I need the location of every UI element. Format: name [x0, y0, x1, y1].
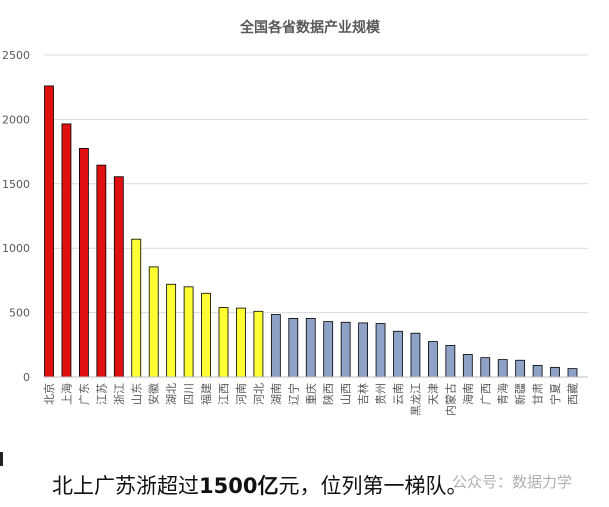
x-tick-label: 江苏 [95, 383, 108, 405]
bar [340, 321, 351, 378]
bar [131, 238, 142, 378]
x-tick-label: 海南 [461, 383, 475, 405]
bar [462, 354, 473, 378]
x-tick-label: 青海 [496, 383, 510, 405]
bar [288, 317, 299, 378]
y-tick-label: 2500 [2, 49, 30, 62]
bar [567, 368, 578, 378]
caption-bold: 1500亿 [199, 474, 279, 498]
x-tick-label: 黑龙江 [409, 383, 422, 416]
left-marker [0, 452, 3, 466]
x-tick-label: 山西 [340, 383, 353, 405]
chart-title: 全国各省数据产业规模 [239, 19, 381, 36]
bar [218, 307, 229, 378]
y-tick-label: 1000 [2, 242, 30, 255]
x-tick-label: 重庆 [304, 383, 318, 405]
x-tick-label: 吉林 [356, 383, 370, 405]
x-tick-label: 云南 [392, 383, 405, 405]
x-tick-label: 湖南 [270, 383, 283, 405]
x-axis: 北京 上海 广东 江苏 浙江 山东 安徽 湖北 四川 福建 江西 河南 河北 湖南 辽宁 重庆 陕西 山西 吉林 贵州… [42, 383, 580, 416]
x-tick-label: 广东 [78, 383, 91, 405]
bar [480, 357, 491, 378]
bar [532, 365, 543, 378]
watermark: 公众号：数据力学 [452, 473, 573, 491]
bar [497, 359, 508, 378]
x-tick-label: 北京 [42, 383, 56, 405]
y-axis: 0 500 1000 1500 2000 2500 [2, 49, 30, 384]
y-tick-label: 2000 [2, 113, 30, 126]
bar [270, 314, 281, 378]
x-tick-label: 浙江 [113, 383, 126, 405]
caption: 北上广苏浙超过1500亿元，位列第一梯队。 [52, 470, 467, 500]
x-tick-label: 广西 [479, 383, 492, 405]
bar [393, 330, 403, 378]
bar [166, 283, 177, 378]
x-tick-label: 内蒙古 [443, 383, 457, 416]
x-tick-label: 贵州 [375, 383, 388, 405]
bars [44, 85, 578, 378]
bar [113, 176, 124, 378]
x-tick-label: 西藏 [567, 383, 580, 405]
x-tick-label: 河北 [252, 383, 265, 405]
bar [96, 164, 107, 378]
bar [61, 123, 72, 378]
x-tick-label: 四川 [183, 383, 196, 405]
bar [44, 85, 54, 378]
caption-after: 元，位列第一梯队。 [278, 474, 468, 498]
x-tick-label: 江西 [218, 383, 231, 405]
bar [79, 147, 89, 378]
bar [445, 345, 456, 378]
y-tick-label: 1500 [2, 178, 30, 191]
x-tick-label: 山东 [130, 383, 143, 405]
x-tick-label: 新疆 [513, 383, 527, 405]
bar [183, 286, 194, 378]
x-tick-label: 福建 [199, 383, 213, 405]
x-tick-label: 河南 [235, 383, 248, 405]
bar [305, 317, 316, 378]
gridlines [44, 54, 588, 314]
bar [236, 307, 246, 378]
bar [375, 323, 386, 378]
caption-before: 北上广苏浙超过 [52, 474, 199, 498]
bar [410, 332, 421, 378]
bar [358, 322, 369, 378]
bar [427, 341, 438, 378]
bar [148, 266, 159, 378]
bar [201, 292, 211, 378]
bar [253, 310, 264, 378]
x-tick-label: 湖北 [165, 383, 178, 405]
x-tick-label: 甘肃 [532, 383, 545, 405]
bar [550, 366, 560, 378]
x-tick-label: 上海 [59, 383, 73, 405]
x-tick-label: 安徽 [147, 383, 161, 405]
x-tick-label: 天津 [427, 383, 440, 405]
x-tick-label: 宁夏 [548, 383, 562, 405]
bar [323, 321, 334, 378]
x-tick-label: 陕西 [321, 383, 335, 405]
y-tick-label: 500 [9, 307, 30, 320]
bar [515, 359, 526, 378]
x-tick-label: 辽宁 [286, 383, 300, 405]
y-tick-label: 0 [23, 371, 30, 384]
